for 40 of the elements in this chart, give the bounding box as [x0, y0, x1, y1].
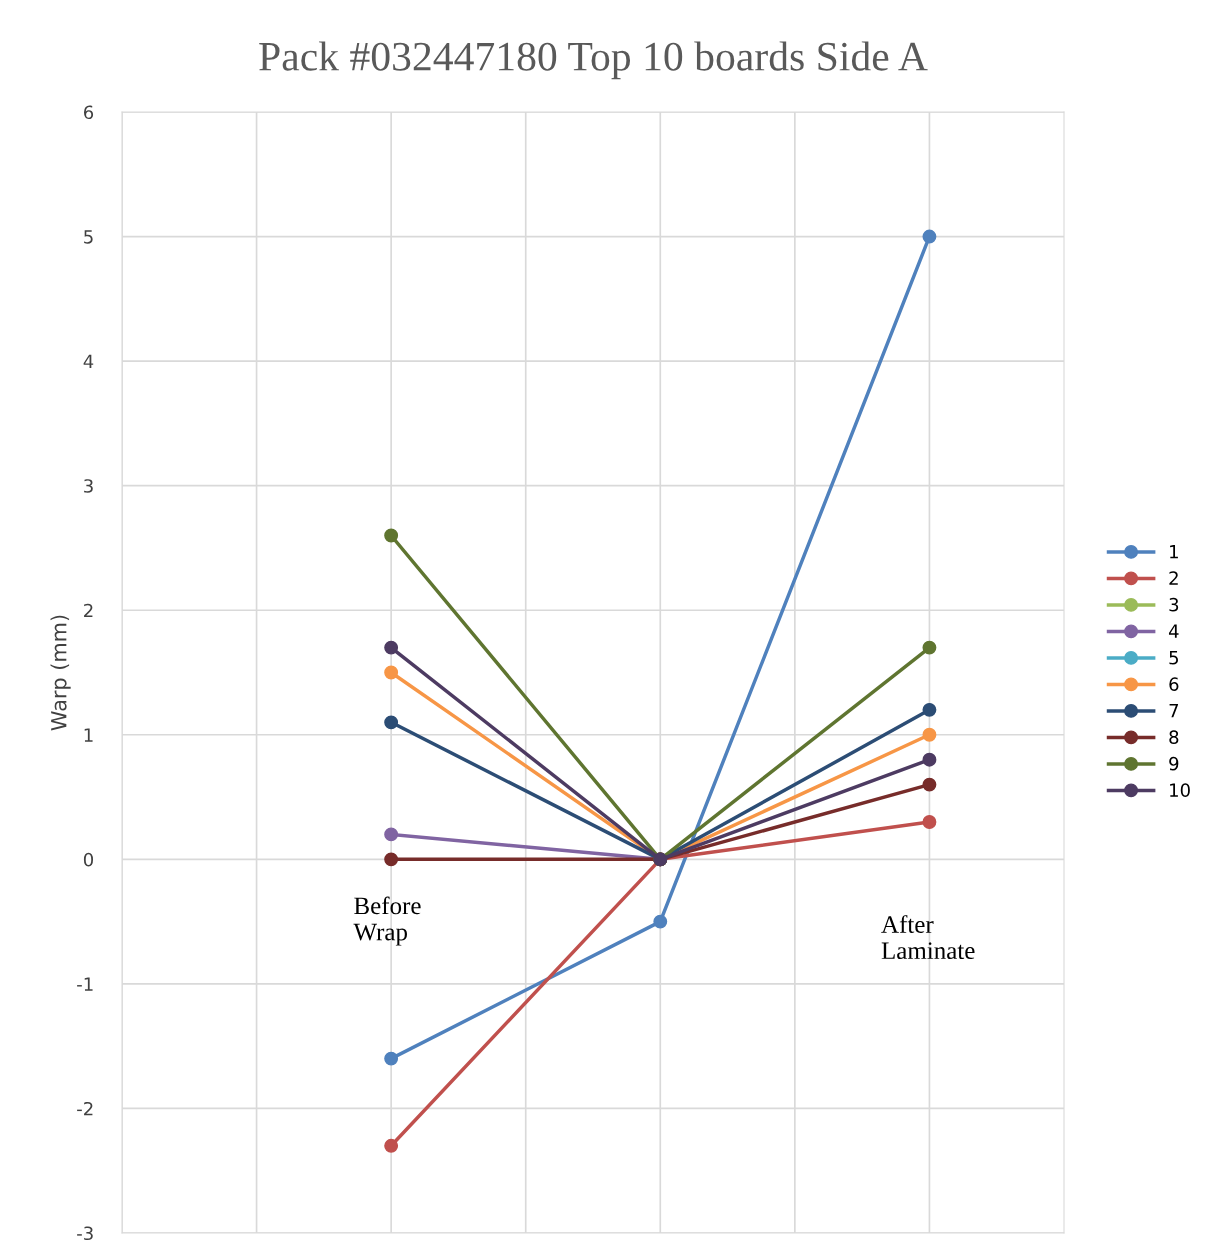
legend-label: 3: [1169, 597, 1179, 612]
chart-title: Pack #032447180 Top 10 boards Side A: [259, 41, 928, 80]
annotation: After Laminate: [881, 915, 975, 960]
point: [922, 640, 937, 655]
y-axis-title: Warp (mm): [50, 615, 71, 731]
point: [653, 914, 668, 929]
legend-label: 9: [1169, 756, 1179, 771]
point: [922, 752, 937, 767]
legend-label: 8: [1169, 730, 1179, 744]
y-tick-label: -2: [77, 1101, 93, 1116]
legend-label: 10: [1170, 783, 1190, 797]
point: [922, 727, 937, 742]
legend-label: 2: [1169, 571, 1178, 585]
y-tick-label: 1: [84, 728, 93, 742]
y-tick-label: 6: [84, 105, 94, 120]
y-tick-label: 3: [84, 479, 93, 493]
point: [384, 640, 399, 655]
point: [384, 528, 399, 543]
point: [384, 1138, 399, 1153]
point: [384, 665, 399, 680]
y-tick-label: 2: [84, 603, 93, 618]
legend-label: 7: [1169, 704, 1179, 718]
point: [922, 702, 937, 717]
point: [384, 852, 399, 867]
legend-label: 6: [1169, 677, 1179, 691]
legend-label: 4: [1168, 624, 1179, 638]
point: [922, 815, 937, 829]
point: [384, 1051, 399, 1066]
legend-label: 5: [1169, 651, 1178, 665]
annotation: Before Wrap: [353, 896, 421, 946]
point: [922, 777, 937, 792]
point: [922, 229, 937, 244]
legend-label: 1: [1170, 545, 1178, 559]
y-tick-label: -1: [77, 977, 93, 991]
y-tick-label: -3: [77, 1226, 93, 1241]
point: [384, 715, 399, 730]
y-tick-label: 4: [83, 354, 94, 368]
y-tick-label: 5: [84, 230, 93, 244]
point: [384, 827, 399, 842]
y-tick-label: 0: [83, 852, 94, 867]
